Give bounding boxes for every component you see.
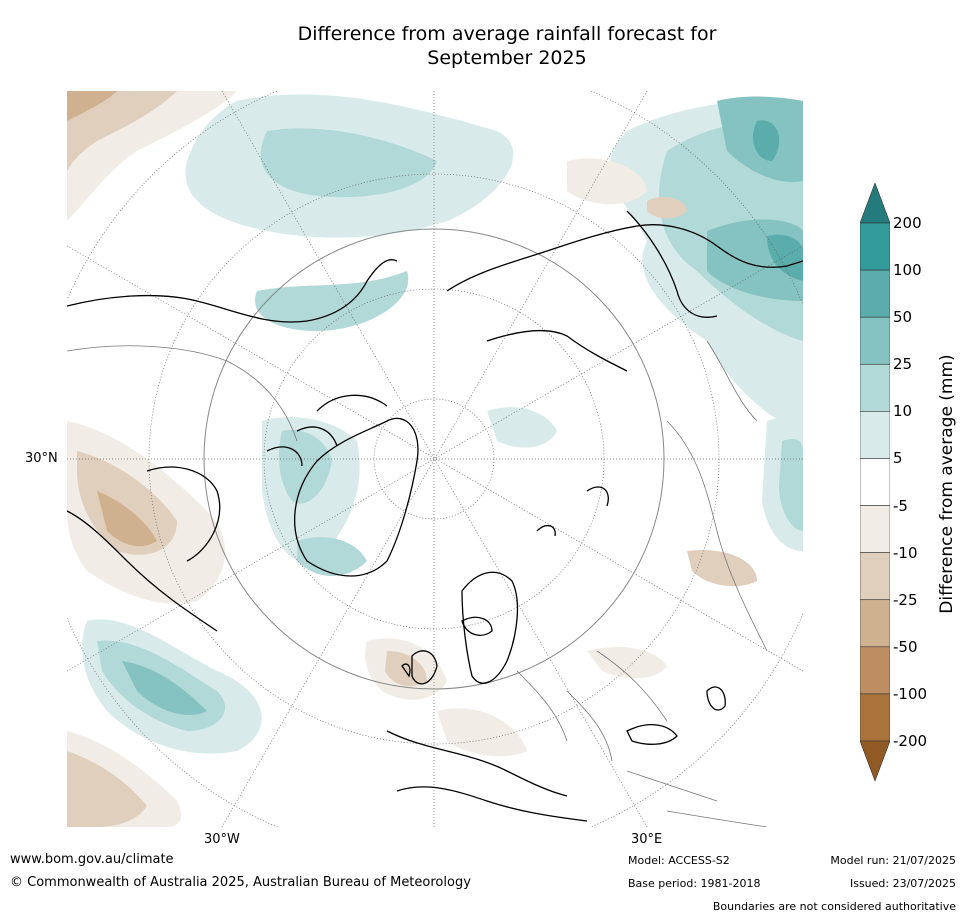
colorbar-segment [859, 458, 891, 506]
colorbar-segment [859, 505, 891, 553]
colorbar-tick-label: 100 [893, 261, 922, 280]
footer-issued: Issued: 23/07/2025 [849, 877, 956, 890]
colorbar-tick-label: 5 [893, 449, 903, 468]
title-line-1: Difference from average rainfall forecas… [297, 23, 717, 45]
colorbar-segment [859, 693, 891, 742]
title-line-2: September 2025 [427, 47, 587, 69]
footer-copyright: © Commonwealth of Australia 2025, Austra… [10, 875, 471, 890]
country-borders [67, 340, 768, 827]
colorbar-extend-max [859, 182, 891, 224]
colorbar-segment [859, 269, 891, 318]
colorbar-tick-label: -25 [893, 590, 918, 609]
colorbar-segment [859, 599, 891, 648]
colorbar-tick-label: 10 [893, 402, 913, 421]
forecast-map[interactable] [67, 91, 803, 827]
colorbar [859, 182, 891, 782]
footer-base-period: Base period: 1981-2018 [628, 877, 761, 890]
colorbar-title: Difference from average (mm) [937, 354, 957, 614]
colorbar-tick-label: -10 [893, 543, 918, 562]
lon-label-30w: 30°W [204, 832, 240, 847]
map-canvas [67, 91, 803, 827]
colorbar-tick-label: 200 [893, 214, 922, 232]
chart-title: Difference from average rainfall forecas… [0, 22, 965, 70]
colorbar-segment [859, 552, 891, 601]
colorbar-tick-label: 50 [893, 308, 913, 327]
lon-label-30e: 30°E [631, 832, 663, 847]
colorbar-swatches [859, 182, 891, 782]
colorbar-tick-label: -100 [893, 684, 928, 703]
coastlines [67, 210, 803, 822]
colorbar-tick-label: -50 [893, 637, 918, 656]
colorbar-tick-label: -5 [893, 496, 908, 515]
colorbar-extend-min [859, 740, 891, 782]
footer-model: Model: ACCESS-S2 [628, 854, 730, 867]
colorbar-segment [859, 316, 891, 365]
footer-model-run: Model run: 21/07/2025 [830, 854, 956, 867]
colorbar-segment [859, 363, 891, 412]
colorbar-segment [859, 222, 891, 271]
footer-url[interactable]: www.bom.gov.au/climate [10, 852, 174, 867]
footer-disclaimer: Boundaries are not considered authoritat… [712, 900, 956, 913]
colorbar-segment [859, 411, 891, 459]
graticule [67, 91, 803, 827]
colorbar-tick-label: 25 [893, 355, 913, 374]
colorbar-tick-label: -200 [893, 732, 928, 750]
anomaly-shading [67, 91, 803, 827]
equator-circle [203, 228, 665, 690]
lat-label-30n: 30°N [25, 451, 58, 466]
colorbar-segment [859, 646, 891, 695]
